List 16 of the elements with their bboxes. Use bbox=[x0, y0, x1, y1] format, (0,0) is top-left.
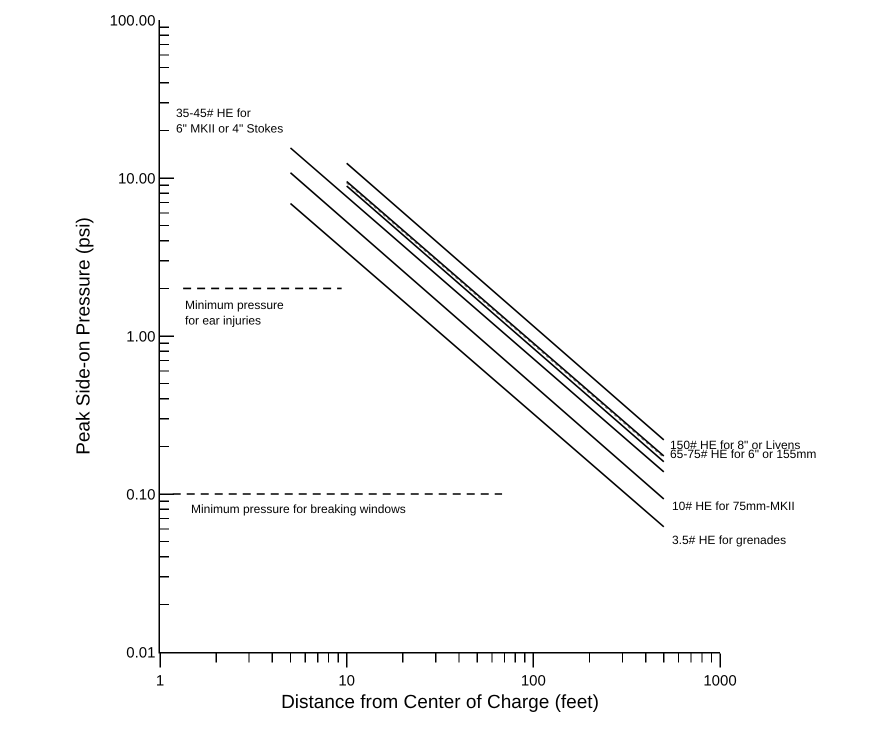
x-tick-label: 100 bbox=[520, 672, 546, 690]
annotation: Minimum pressure for ear injuries bbox=[185, 298, 284, 328]
annotation: 3.5# HE for grenades bbox=[672, 533, 786, 547]
y-tick-label: 10.00 bbox=[118, 170, 156, 188]
y-tick-label: 0.10 bbox=[126, 486, 156, 504]
x-tick-label: 1 bbox=[156, 672, 164, 690]
y-tick-label: 0.01 bbox=[126, 644, 156, 662]
y-tick-label: 100.00 bbox=[110, 12, 156, 30]
annotation: 35-45# HE for 6" MKII or 4" Stokes bbox=[176, 106, 284, 136]
annotation: 10# HE for 75mm-MKII bbox=[672, 499, 795, 513]
annotation: Minimum pressure for breaking windows bbox=[191, 502, 406, 516]
y-axis-title: Peak Side-on Pressure (psi) bbox=[74, 217, 95, 455]
x-tick-label: 1000 bbox=[703, 672, 737, 690]
x-axis-title: Distance from Center of Charge (feet) bbox=[281, 692, 599, 714]
x-tick-label: 10 bbox=[338, 672, 356, 690]
y-tick-label: 1.00 bbox=[126, 328, 156, 346]
